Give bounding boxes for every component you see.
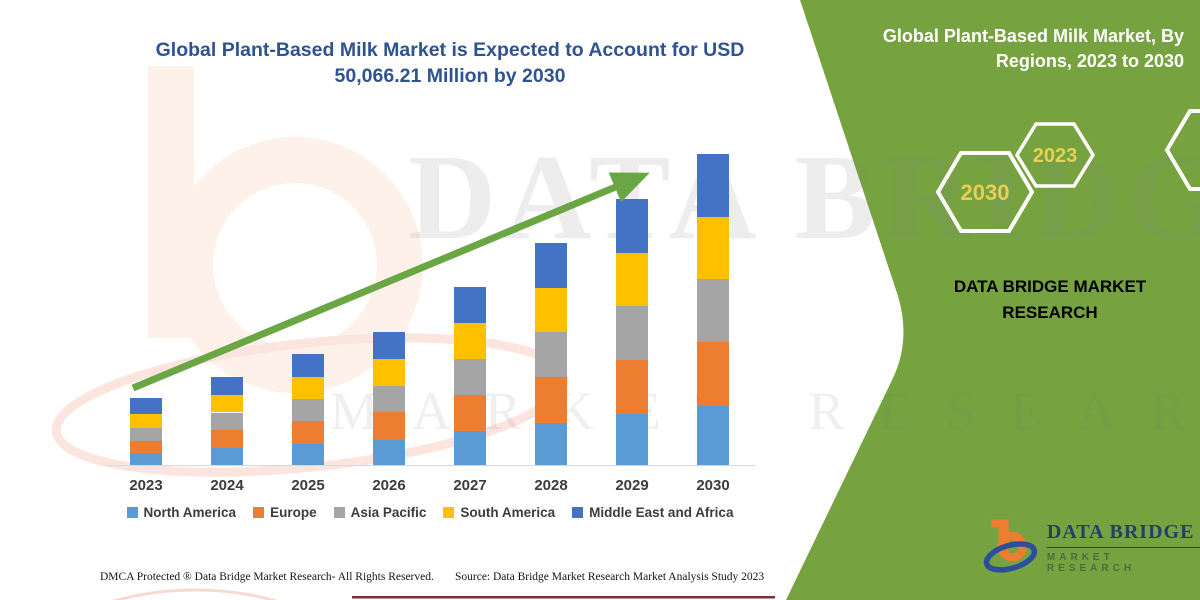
panel-heading-line1: Global Plant-Based Milk Market, By: [882, 26, 1184, 46]
bar-segment-2029-middle-east-and-africa: [616, 198, 648, 253]
legend-label: North America: [143, 505, 237, 520]
x-axis-label-2023: 2023: [129, 477, 163, 494]
x-axis-label-2027: 2027: [453, 477, 487, 494]
bar-segment-2030-asia-pacific: [697, 279, 729, 343]
bar-segment-2025-middle-east-and-africa: [292, 354, 324, 377]
logo-text-column: DATA BRIDGE MARKET RESEARCH: [1046, 515, 1200, 574]
bar-segment-2024-asia-pacific: [211, 412, 243, 431]
panel-heading: Global Plant-Based Milk Market, By Regio…: [854, 24, 1184, 74]
bar-2023: [130, 150, 162, 465]
logo-subtext: MARKET RESEARCH: [1046, 552, 1136, 574]
logo-wordmark: DATA BRIDGE: [1046, 521, 1200, 548]
bar-segment-2030-middle-east-and-africa: [697, 154, 729, 217]
chart-title-line1: Global Plant-Based Milk Market is Expect…: [155, 39, 745, 61]
chart-legend: North America Europe Asia Pacific South Ame…: [95, 505, 765, 520]
legend-label: Europe: [270, 505, 317, 520]
chart-title: Global Plant-Based Milk Market is Expect…: [70, 37, 830, 90]
bar-segment-2027-north-america: [454, 431, 486, 465]
legend-item-europe: Europe: [253, 505, 317, 520]
bar-segment-2025-asia-pacific: [292, 398, 324, 422]
legend-item-asia-pacific: Asia Pacific: [333, 505, 427, 520]
legend-marker: [443, 507, 455, 518]
bar-segment-2029-asia-pacific: [616, 305, 648, 360]
bar-segment-2030-south-america: [697, 217, 729, 280]
legend-marker: [126, 507, 138, 518]
footer-source-text: Source: Data Bridge Market Research Mark…: [455, 571, 765, 583]
bar-segment-2024-middle-east-and-africa: [211, 377, 243, 395]
bar-2024: [211, 150, 243, 465]
bar-segment-2025-north-america: [292, 443, 324, 465]
bar-2027: [454, 150, 486, 465]
bar-segment-2027-south-america: [454, 322, 486, 359]
bar-segment-2030-europe: [697, 342, 729, 406]
legend-item-south-america: South America: [443, 505, 555, 520]
bar-segment-2027-asia-pacific: [454, 358, 486, 395]
legend-item-middle-east-and-africa: Middle East and Africa: [572, 505, 733, 520]
chart-plot: 2023 2024 2025 2026 2027 2028 2029 2030: [105, 150, 755, 494]
bar-segment-2027-europe: [454, 394, 486, 432]
bar-segment-2025-europe: [292, 421, 324, 444]
watermark-bottom-arc: [112, 588, 278, 600]
bar-segment-2023-north-america: [130, 453, 162, 465]
legend-label: Asia Pacific: [350, 505, 427, 520]
bar-segment-2028-asia-pacific: [535, 332, 567, 378]
legend-marker: [253, 507, 265, 518]
panel-brand-text: DATA BRIDGE MARKET RESEARCH: [935, 274, 1165, 325]
legend-label: Middle East and Africa: [589, 505, 734, 520]
bar-segment-2024-south-america: [211, 394, 243, 413]
bar-segment-2024-north-america: [211, 448, 243, 465]
bar-segment-2023-middle-east-and-africa: [130, 398, 162, 414]
bar-segment-2028-north-america: [535, 422, 567, 465]
bar-2030: [697, 150, 729, 465]
x-axis-label-2028: 2028: [534, 477, 568, 494]
chart-title-line2: 50,066.21 Million by 2030: [334, 65, 566, 88]
bar-segment-2027-middle-east-and-africa: [454, 286, 486, 323]
panel-brand-line1: DATA BRIDGE MARKET: [953, 277, 1147, 296]
databridge-logo: DATA BRIDGE MARKET RESEARCH: [983, 515, 1200, 575]
green-panel-shape: [786, 0, 1200, 600]
bar-segment-2029-north-america: [616, 414, 648, 465]
bar-segment-2028-south-america: [535, 287, 567, 333]
footer-dmca-text: DMCA Protected ® Data Bridge Market Rese…: [100, 571, 434, 583]
bar-2029: [616, 150, 648, 465]
x-axis-label-2030: 2030: [696, 477, 730, 494]
bar-segment-2030-north-america: [697, 405, 729, 465]
bar-segment-2023-europe: [130, 440, 162, 454]
bar-2025: [292, 150, 324, 465]
legend-label: South America: [460, 505, 556, 520]
bar-segment-2023-south-america: [130, 413, 162, 429]
legend-item-north-america: North America: [126, 505, 237, 520]
legend-marker: [572, 507, 584, 518]
bar-segment-2029-europe: [616, 359, 648, 415]
panel-heading-line2: Regions, 2023 to 2030: [995, 51, 1184, 72]
bar-segment-2024-europe: [211, 430, 243, 449]
x-axis-label-2029: 2029: [615, 477, 649, 494]
bar-segment-2026-north-america: [373, 439, 405, 465]
panel-brand-line2: RESEARCH: [1002, 302, 1098, 322]
bar-segment-2028-middle-east-and-africa: [535, 242, 567, 288]
bar-2026: [373, 150, 405, 465]
bar-segment-2026-asia-pacific: [373, 385, 405, 413]
bar-2028: [535, 150, 567, 465]
legend-marker: [333, 507, 345, 518]
bar-segment-2026-europe: [373, 412, 405, 440]
bar-segment-2029-south-america: [616, 252, 648, 306]
bar-segment-2026-middle-east-and-africa: [373, 332, 405, 359]
bar-segment-2023-asia-pacific: [130, 428, 162, 441]
x-axis-label-2026: 2026: [372, 477, 406, 494]
x-axis-label-2024: 2024: [210, 477, 244, 494]
bar-segment-2025-south-america: [292, 376, 324, 399]
bar-segment-2028-europe: [535, 377, 567, 423]
databridge-logo-icon: [983, 519, 1038, 573]
x-axis-label-2025: 2025: [291, 477, 325, 494]
bar-segment-2026-south-america: [373, 358, 405, 386]
